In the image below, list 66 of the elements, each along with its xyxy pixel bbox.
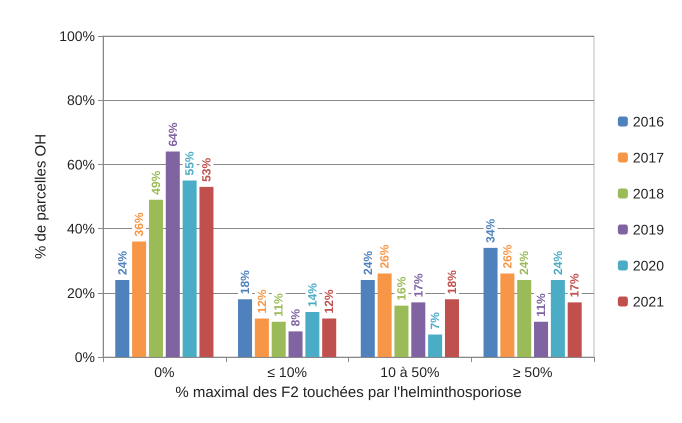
data-label: 12%	[254, 289, 269, 314]
data-label: 12%	[322, 289, 336, 314]
data-label: 17%	[411, 273, 426, 298]
bar	[166, 152, 180, 357]
bar	[550, 280, 565, 357]
bar	[378, 274, 392, 357]
bar	[444, 299, 459, 357]
bar	[288, 331, 303, 357]
bar	[484, 248, 498, 357]
data-label: 34%	[484, 218, 498, 243]
legend-label: 2017	[632, 150, 664, 166]
data-label: 17%	[568, 273, 582, 298]
x-tick-label: ≥ 50%	[512, 364, 552, 380]
bar	[568, 302, 582, 357]
y-axis-title: % de parcelles OH	[32, 134, 50, 260]
bar	[500, 274, 514, 357]
bar	[305, 312, 320, 357]
y-tick-label: 0%	[74, 349, 95, 365]
data-label: 11%	[534, 293, 548, 317]
bar	[238, 299, 252, 357]
legend-label: 2021	[632, 294, 664, 310]
data-label: 49%	[148, 170, 163, 195]
bar	[517, 280, 532, 357]
legend-label: 2020	[632, 258, 664, 274]
bar	[394, 306, 408, 357]
y-tick-label: 60%	[66, 156, 95, 172]
data-label: 26%	[378, 244, 392, 269]
data-label: 7%	[428, 312, 442, 330]
bar	[148, 200, 163, 357]
data-label: 24%	[550, 250, 565, 275]
bar	[132, 241, 146, 357]
bar	[272, 322, 286, 357]
bar	[182, 180, 197, 357]
bar	[428, 334, 442, 357]
bar	[115, 280, 130, 357]
x-tick-label: 0%	[154, 364, 174, 380]
data-label: 24%	[115, 250, 130, 275]
data-label: 26%	[500, 244, 514, 269]
data-label: 24%	[360, 250, 375, 275]
legend-label: 2019	[632, 222, 664, 238]
bar	[534, 322, 548, 357]
legend-label: 2016	[632, 114, 664, 130]
data-label: 64%	[166, 122, 180, 147]
x-axis-title: % maximal des F2 touchées par l'helminthosporiose	[175, 384, 522, 401]
data-label: 36%	[132, 212, 146, 236]
data-label: 55%	[182, 151, 197, 176]
data-label: 8%	[288, 308, 303, 326]
data-label: 16%	[394, 276, 408, 301]
data-label: 11%	[272, 293, 286, 317]
y-tick-label: 100%	[59, 28, 95, 44]
bar	[199, 186, 214, 357]
legend-label: 2018	[632, 186, 664, 202]
data-label: 24%	[517, 250, 532, 275]
data-label: 14%	[305, 282, 320, 308]
bar	[322, 318, 336, 357]
bar	[254, 318, 269, 357]
x-tick-label: 10 à 50%	[380, 364, 440, 380]
bar	[411, 302, 426, 357]
data-label: 53%	[199, 158, 214, 182]
data-label: 18%	[238, 270, 252, 294]
data-label: 18%	[444, 270, 459, 294]
y-tick-label: 40%	[66, 220, 95, 237]
y-tick-label: 20%	[66, 284, 95, 301]
x-tick-label: ≤ 10%	[267, 364, 307, 380]
y-tick-label: 80%	[66, 92, 95, 108]
bar	[360, 280, 375, 357]
